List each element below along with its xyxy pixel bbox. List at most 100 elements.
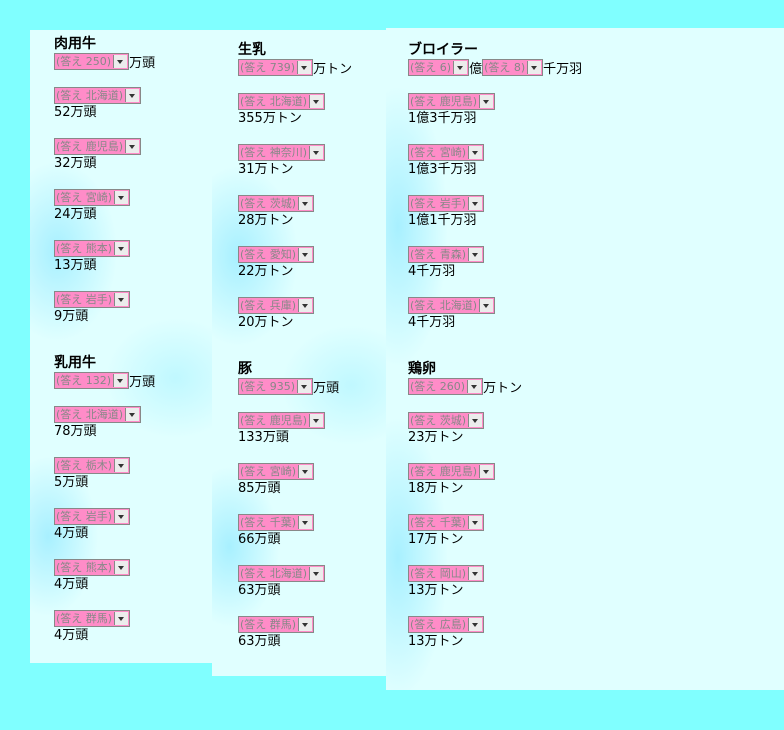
dropdown-arrow[interactable] [297,60,312,74]
dropdown-arrow[interactable] [114,458,129,472]
answer-select[interactable]: (答え 宮崎) [54,188,131,206]
dropdown-arrow[interactable] [298,617,313,631]
answer-select[interactable]: (答え 栃木) [54,456,131,474]
dropdown-arrow[interactable] [468,413,483,427]
answer-select[interactable]: (答え 群馬) [238,615,315,633]
dropdown-arrow[interactable] [125,407,140,421]
item-value: 4万頭 [54,577,89,592]
answer-select[interactable]: (答え 935) [238,377,314,395]
dropdown-arrow[interactable] [113,54,128,68]
dropdown-arrow[interactable] [298,464,313,478]
unit: 万頭 [129,374,156,390]
answer-select[interactable]: (答え 愛知) [238,245,315,263]
dropdown-arrow[interactable] [298,298,313,312]
dropdown-arrow[interactable] [468,145,483,159]
item-line: (答え 群馬) [54,609,212,627]
answer-select[interactable]: (答え 鹿児島) [408,92,496,110]
dropdown-arrow[interactable] [113,373,128,387]
dropdown-arrow[interactable] [468,247,483,261]
item-line: (答え 宮崎) [408,143,784,161]
answer-select[interactable]: (答え 兵庫) [238,296,315,314]
item-value: 28万トン [238,213,294,228]
answer-select[interactable]: (答え 岩手) [408,194,485,212]
answer-select[interactable]: (答え 岩手) [54,507,131,525]
answer-select[interactable]: (答え 岡山) [408,564,485,582]
answer-select[interactable]: (答え 宮崎) [408,143,485,161]
dropdown-arrow[interactable] [479,464,494,478]
item: (答え 神奈川) 31万トン [238,143,386,178]
answer-select[interactable]: (答え 千葉) [238,513,315,531]
select-text: (答え 935) [240,380,296,393]
item-value: 20万トン [238,315,294,330]
dropdown-arrow[interactable] [467,379,482,393]
dropdown-arrow[interactable] [309,566,324,580]
answer-select[interactable]: (答え 132) [54,371,130,389]
answer-select[interactable]: (答え 千葉) [408,513,485,531]
dropdown-arrow[interactable] [114,611,129,625]
item: (答え 岩手) 9万頭 [54,290,212,325]
dropdown-arrow[interactable] [125,88,140,102]
dropdown-arrow[interactable] [298,196,313,210]
dropdown-arrow[interactable] [468,196,483,210]
dropdown-arrow[interactable] [125,139,140,153]
answer-select[interactable]: (答え 鹿児島) [408,462,496,480]
select-text: (答え 宮崎) [240,465,297,478]
answer-select[interactable]: (答え 広島) [408,615,485,633]
item-line: (答え 千葉) [408,513,784,531]
dropdown-arrow[interactable] [114,509,129,523]
dropdown-arrow[interactable] [114,560,129,574]
dropdown-arrow[interactable] [298,247,313,261]
answer-select[interactable]: (答え 739) [238,58,314,76]
answer-select[interactable]: (答え 北海道) [54,405,142,423]
item-value: 4千万羽 [408,264,456,279]
answer-select[interactable]: (答え 8) [482,58,544,76]
answer-select[interactable]: (答え 熊本) [54,239,131,257]
item-line: (答え 北海道) [54,86,212,104]
select-text: (答え 愛知) [240,248,297,261]
dropdown-arrow[interactable] [298,515,313,529]
answer-select[interactable]: (答え 北海道) [238,564,326,582]
select-text: (答え 北海道) [56,89,124,102]
dropdown-arrow[interactable] [453,60,468,74]
dropdown-arrow[interactable] [479,94,494,108]
answer-select[interactable]: (答え 250) [54,52,130,70]
answer-select[interactable]: (答え 青森) [408,245,485,263]
item-line: (答え 岩手) [408,194,784,212]
section: ブロイラー (答え 6) 億 (答え 8) 千万羽 (答え 鹿児島) 1億3千万羽 (答え 宮… [408,42,784,331]
dropdown-arrow[interactable] [309,94,324,108]
answer-select[interactable]: (答え 鹿児島) [238,411,326,429]
answer-select[interactable]: (答え 茨城) [408,411,485,429]
dropdown-arrow[interactable] [468,566,483,580]
answer-select[interactable]: (答え 岩手) [54,290,131,308]
select-text: (答え 132) [56,374,112,387]
dropdown-arrow[interactable] [297,379,312,393]
dropdown-arrow[interactable] [309,145,324,159]
answer-select[interactable]: (答え 群馬) [54,609,131,627]
select-text: (答え 宮崎) [56,191,113,204]
answer-select[interactable]: (答え 北海道) [408,296,496,314]
answer-select[interactable]: (答え 260) [408,377,484,395]
item: (答え 鹿児島) 1億3千万羽 [408,92,784,127]
item-line: (答え 神奈川) [238,143,386,161]
dropdown-arrow[interactable] [114,190,129,204]
answer-select[interactable]: (答え 熊本) [54,558,131,576]
dropdown-arrow[interactable] [527,60,542,74]
answer-select[interactable]: (答え 茨城) [238,194,315,212]
select-text: (答え 250) [56,55,112,68]
answer-select[interactable]: (答え 北海道) [238,92,326,110]
item: (答え 鹿児島) 32万頭 [54,137,212,172]
select-text: (答え 岩手) [410,197,467,210]
answer-select[interactable]: (答え 鹿児島) [54,137,142,155]
dropdown-arrow[interactable] [114,292,129,306]
item-value: 52万頭 [54,105,97,120]
dropdown-arrow[interactable] [309,413,324,427]
answer-select[interactable]: (答え 6) [408,58,470,76]
dropdown-arrow[interactable] [479,298,494,312]
answer-select[interactable]: (答え 宮崎) [238,462,315,480]
answer-select[interactable]: (答え 北海道) [54,86,142,104]
answer-select[interactable]: (答え 神奈川) [238,143,326,161]
dropdown-arrow[interactable] [114,241,129,255]
item-value: 5万頭 [54,475,89,490]
dropdown-arrow[interactable] [468,515,483,529]
dropdown-arrow[interactable] [468,617,483,631]
